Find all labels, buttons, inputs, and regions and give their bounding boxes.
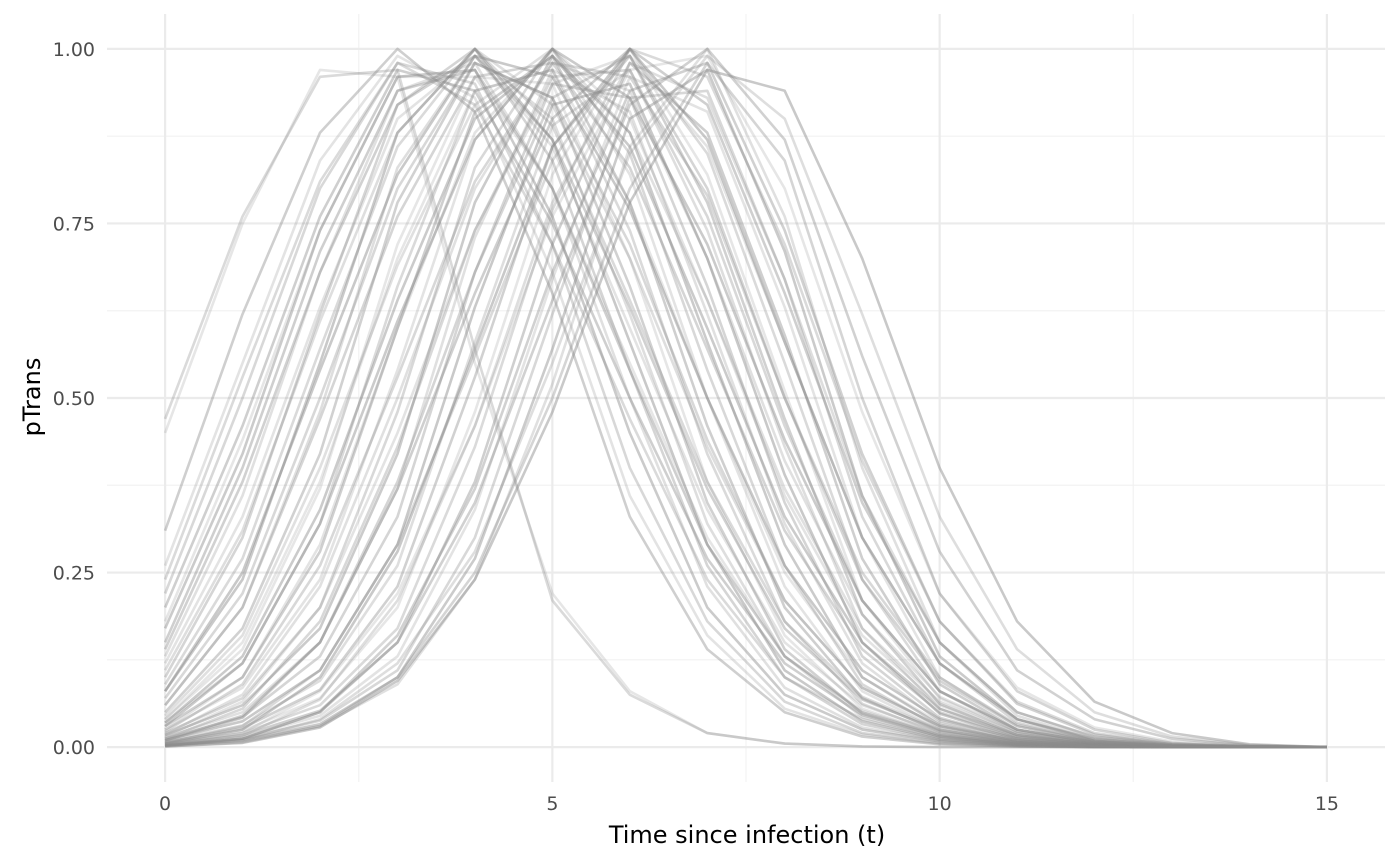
series-line [163,47,1327,749]
series-line [164,47,1327,749]
series-line [164,47,1327,749]
series-line [164,47,1327,749]
series-line [165,68,1327,749]
tick-labels: 0 5 10 15 0.00 0.25 0.50 0.75 1.00 [53,39,1339,815]
series-line [164,54,1327,749]
series-line [164,61,1327,749]
series-line [164,61,1327,749]
series-line [164,47,1327,749]
x-tick-label: 0 [159,793,171,815]
series-line [164,47,1327,749]
series-line [164,61,1327,749]
series-line [164,47,1327,749]
y-tick-label: 0.75 [53,213,95,235]
series-line [164,89,1327,749]
y-tick-label: 0.25 [53,563,95,585]
series-line [164,54,1327,749]
x-tick-label: 5 [546,793,558,815]
y-tick-label: 0.50 [53,388,95,410]
series-line [164,47,1327,749]
series-line [164,54,1327,749]
series-line [164,54,1327,749]
series-line [164,47,1327,749]
series-line [164,61,1327,749]
series-line [164,82,1327,749]
series-line [163,47,1327,749]
x-tick-label: 15 [1315,793,1339,815]
series-line [164,75,1327,749]
series-line [164,54,1327,749]
series-line [163,68,1327,749]
series-line [163,61,1327,749]
series-line [163,68,1327,749]
series-line [163,61,1327,749]
grid [107,14,1385,782]
y-tick-label: 1.00 [53,39,95,61]
series-line [165,68,1327,749]
series-line [163,68,1327,749]
series-line [164,82,1327,749]
series-lines [163,47,1327,749]
series-line [164,47,1327,749]
series-line [164,61,1327,749]
series-line [164,54,1327,749]
y-tick-label: 0.00 [53,737,95,759]
series-line [164,68,1327,749]
series-line [164,61,1327,749]
series-line [163,68,1327,749]
series-line [163,68,1327,749]
series-line [164,75,1327,749]
x-axis-title: Time since infection (t) [608,821,885,849]
series-line [165,54,1327,749]
series-line [164,68,1327,749]
series-line [163,54,1327,749]
series-line [164,47,1327,749]
series-line [165,47,1327,749]
series-line [164,54,1327,749]
series-line [164,61,1327,749]
series-line [165,61,1327,749]
series-line [163,54,1327,749]
series-line [164,47,1327,749]
y-axis-title: pTrans [18,358,46,437]
series-line [164,68,1327,749]
series-line [164,47,1327,749]
series-line [163,75,1327,749]
series-line [164,68,1327,749]
series-line [164,54,1327,749]
series-line [163,61,1327,749]
series-line [163,47,1327,749]
series-line [163,47,1327,749]
series-line [164,68,1327,749]
series-line [163,54,1327,749]
series-line [164,61,1327,749]
series-line [164,54,1327,749]
x-tick-label: 10 [928,793,952,815]
